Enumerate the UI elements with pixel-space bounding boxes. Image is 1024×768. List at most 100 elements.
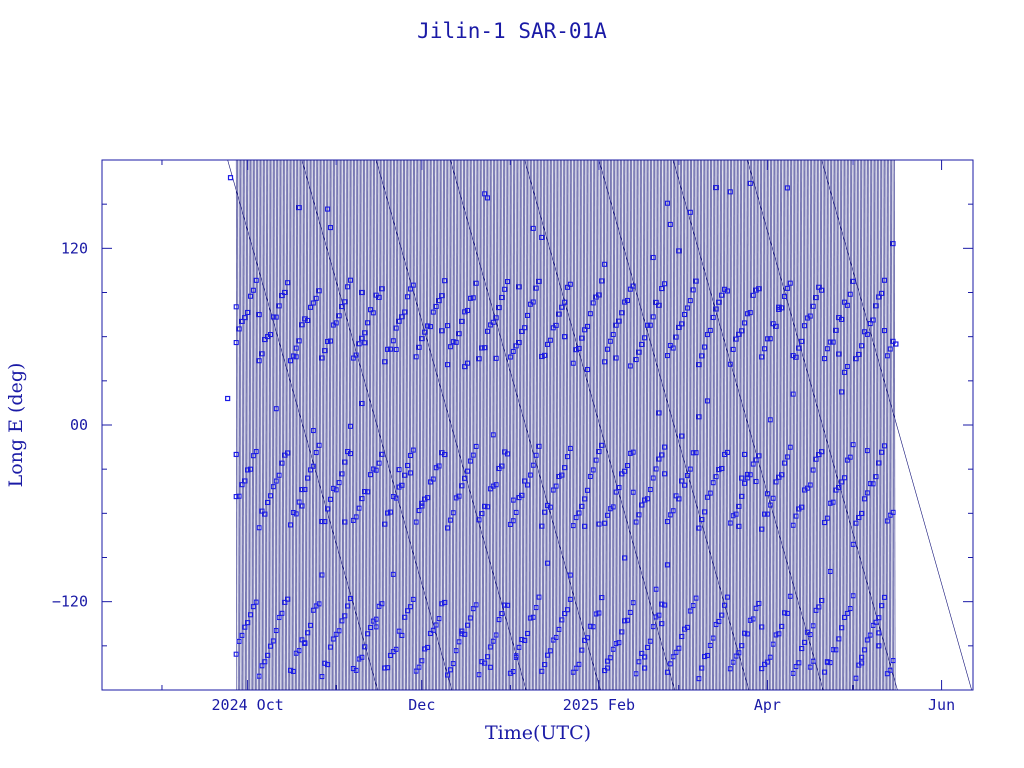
data-point xyxy=(764,511,770,517)
trace-segment xyxy=(805,159,807,691)
data-point xyxy=(547,648,553,654)
data-point xyxy=(393,495,399,501)
trace-segment xyxy=(642,159,645,691)
data-point xyxy=(847,291,853,297)
data-point xyxy=(687,608,693,614)
trace-segment xyxy=(432,159,435,691)
data-point xyxy=(770,495,776,501)
trace-segment xyxy=(795,159,797,691)
data-point xyxy=(285,596,291,602)
x-axis-label: Time(UTC) xyxy=(485,722,591,744)
data-point xyxy=(547,504,553,510)
data-point xyxy=(839,625,845,631)
data-point xyxy=(416,664,422,670)
trace-segment xyxy=(829,159,832,691)
trace-segment xyxy=(727,159,729,691)
data-point xyxy=(239,318,245,324)
data-point xyxy=(236,638,242,644)
trace-segment xyxy=(647,159,649,691)
trace-segment xyxy=(731,159,733,691)
data-point xyxy=(636,349,642,355)
data-point xyxy=(484,654,491,660)
data-point xyxy=(807,632,813,638)
data-point xyxy=(464,360,471,366)
chart-title: Jilin-1 SAR-01A xyxy=(417,19,607,43)
data-point xyxy=(233,451,239,458)
data-point xyxy=(233,494,239,500)
data-point xyxy=(733,653,739,659)
trace-segment xyxy=(293,159,295,691)
trace-segment xyxy=(343,159,345,691)
data-point xyxy=(573,515,579,521)
data-point xyxy=(496,305,502,311)
data-point xyxy=(347,451,353,457)
data-point xyxy=(333,320,339,326)
data-point xyxy=(576,661,582,667)
data-point xyxy=(419,336,425,342)
data-point xyxy=(524,482,531,488)
data-point xyxy=(279,460,285,466)
data-point xyxy=(704,331,710,338)
data-point xyxy=(233,304,239,310)
trace-segment xyxy=(388,159,390,691)
data-point xyxy=(687,466,693,472)
data-point xyxy=(262,659,268,665)
data-point xyxy=(759,526,765,532)
data-point xyxy=(756,453,762,459)
data-point xyxy=(493,355,499,361)
data-point xyxy=(739,643,745,649)
trace-segment xyxy=(532,159,535,691)
trace-segment xyxy=(327,159,329,691)
data-point xyxy=(790,391,796,397)
data-point xyxy=(522,637,528,644)
trace-segment xyxy=(839,159,842,691)
data-point xyxy=(510,518,516,524)
trace-segment xyxy=(758,159,760,691)
trace-segment xyxy=(268,159,270,691)
data-point xyxy=(867,321,873,327)
data-point xyxy=(659,285,665,292)
trace-segment xyxy=(308,159,310,691)
trace-segment xyxy=(511,159,513,691)
trace-segment xyxy=(849,159,852,691)
data-point xyxy=(570,523,576,529)
data-point xyxy=(750,292,756,298)
data-point xyxy=(293,345,299,351)
data-point xyxy=(744,631,750,637)
data-point xyxy=(824,346,830,352)
trace-segment xyxy=(859,159,862,691)
data-point xyxy=(879,603,885,609)
trace-segment xyxy=(767,159,769,691)
data-point xyxy=(784,610,790,616)
data-point xyxy=(456,331,462,337)
trace-segment xyxy=(781,159,783,691)
data-point xyxy=(676,324,682,330)
data-point xyxy=(707,490,713,496)
data-point xyxy=(325,206,331,212)
trace-segment xyxy=(248,159,250,691)
data-point xyxy=(327,496,334,502)
trace-segment xyxy=(408,159,410,691)
data-point xyxy=(373,467,379,473)
data-point xyxy=(636,659,642,665)
data-point xyxy=(779,623,785,629)
drift-line xyxy=(672,159,824,691)
data-point xyxy=(679,321,685,327)
trace-segment xyxy=(461,159,463,691)
data-point xyxy=(382,521,388,527)
data-point xyxy=(487,322,493,328)
trace-segment xyxy=(557,159,559,691)
data-point xyxy=(753,457,759,463)
trace-segment xyxy=(238,159,240,691)
data-point xyxy=(736,523,742,529)
trace-segment xyxy=(822,159,824,691)
data-point xyxy=(444,672,451,678)
trace-segment xyxy=(478,159,480,691)
data-point xyxy=(253,277,259,283)
y-tick-labels: 120 00 −120 xyxy=(52,239,88,610)
data-point xyxy=(713,306,719,312)
data-point xyxy=(376,294,382,300)
trace-segment xyxy=(650,159,652,691)
data-point xyxy=(516,339,522,346)
trace-segment xyxy=(264,159,266,691)
